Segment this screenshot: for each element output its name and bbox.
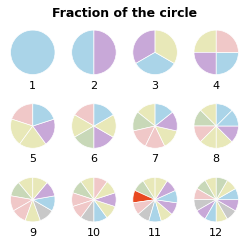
Wedge shape [155, 190, 177, 203]
Wedge shape [72, 193, 94, 207]
Title: 1: 1 [29, 81, 36, 91]
Wedge shape [216, 200, 239, 211]
Wedge shape [10, 119, 33, 144]
Wedge shape [133, 30, 155, 63]
Text: Fraction of the circle: Fraction of the circle [52, 7, 197, 20]
Wedge shape [12, 104, 33, 126]
Wedge shape [149, 200, 161, 222]
Wedge shape [138, 200, 155, 221]
Wedge shape [11, 183, 33, 200]
Wedge shape [133, 126, 155, 146]
Wedge shape [194, 126, 216, 142]
Wedge shape [73, 182, 94, 200]
Wedge shape [216, 200, 227, 222]
Wedge shape [33, 200, 52, 221]
Wedge shape [13, 200, 33, 221]
Wedge shape [216, 52, 239, 75]
Wedge shape [155, 126, 177, 146]
Title: 10: 10 [87, 228, 101, 238]
Title: 6: 6 [90, 154, 97, 164]
Wedge shape [145, 126, 165, 148]
Wedge shape [72, 30, 94, 75]
Wedge shape [216, 200, 236, 219]
Title: 4: 4 [213, 81, 220, 91]
Wedge shape [205, 200, 216, 222]
Wedge shape [216, 126, 232, 148]
Wedge shape [94, 177, 107, 200]
Title: 9: 9 [29, 228, 36, 238]
Wedge shape [25, 200, 40, 222]
Title: 5: 5 [29, 154, 36, 164]
Wedge shape [94, 115, 116, 137]
Wedge shape [155, 200, 172, 221]
Wedge shape [135, 181, 155, 200]
Wedge shape [73, 200, 94, 218]
Wedge shape [143, 177, 155, 200]
Wedge shape [155, 112, 177, 131]
Wedge shape [216, 177, 227, 200]
Title: 2: 2 [90, 81, 98, 91]
Wedge shape [94, 30, 116, 75]
Wedge shape [94, 126, 113, 148]
Wedge shape [155, 200, 177, 214]
Wedge shape [155, 30, 177, 63]
Wedge shape [194, 189, 216, 200]
Wedge shape [81, 200, 94, 222]
Wedge shape [205, 177, 216, 200]
Title: 12: 12 [209, 228, 223, 238]
Wedge shape [216, 189, 239, 200]
Title: 11: 11 [148, 228, 162, 238]
Wedge shape [197, 180, 216, 200]
Wedge shape [94, 193, 116, 207]
Wedge shape [94, 200, 115, 218]
Title: 7: 7 [151, 154, 159, 164]
Wedge shape [18, 177, 33, 200]
Wedge shape [194, 200, 216, 211]
Wedge shape [194, 30, 216, 52]
Wedge shape [33, 183, 55, 200]
Wedge shape [200, 104, 216, 126]
Wedge shape [216, 126, 239, 142]
Wedge shape [138, 104, 155, 126]
Wedge shape [33, 177, 47, 200]
Wedge shape [20, 126, 46, 148]
Wedge shape [194, 52, 216, 75]
Wedge shape [10, 30, 55, 75]
Title: 8: 8 [213, 154, 220, 164]
Wedge shape [75, 126, 94, 148]
Wedge shape [133, 200, 155, 214]
Wedge shape [200, 126, 216, 148]
Wedge shape [216, 104, 232, 126]
Wedge shape [216, 110, 239, 126]
Wedge shape [33, 196, 55, 211]
Wedge shape [10, 196, 33, 211]
Wedge shape [72, 115, 94, 137]
Wedge shape [133, 190, 155, 203]
Wedge shape [155, 104, 173, 126]
Wedge shape [155, 177, 167, 200]
Wedge shape [194, 110, 216, 126]
Wedge shape [216, 180, 236, 200]
Wedge shape [155, 181, 175, 200]
Wedge shape [94, 200, 107, 222]
Wedge shape [81, 177, 94, 200]
Wedge shape [33, 119, 55, 144]
Title: 3: 3 [152, 81, 159, 91]
Wedge shape [136, 52, 174, 75]
Wedge shape [216, 30, 239, 52]
Wedge shape [197, 200, 216, 219]
Wedge shape [133, 112, 155, 131]
Wedge shape [94, 104, 113, 126]
Wedge shape [33, 104, 54, 126]
Wedge shape [75, 104, 94, 126]
Wedge shape [94, 182, 115, 200]
